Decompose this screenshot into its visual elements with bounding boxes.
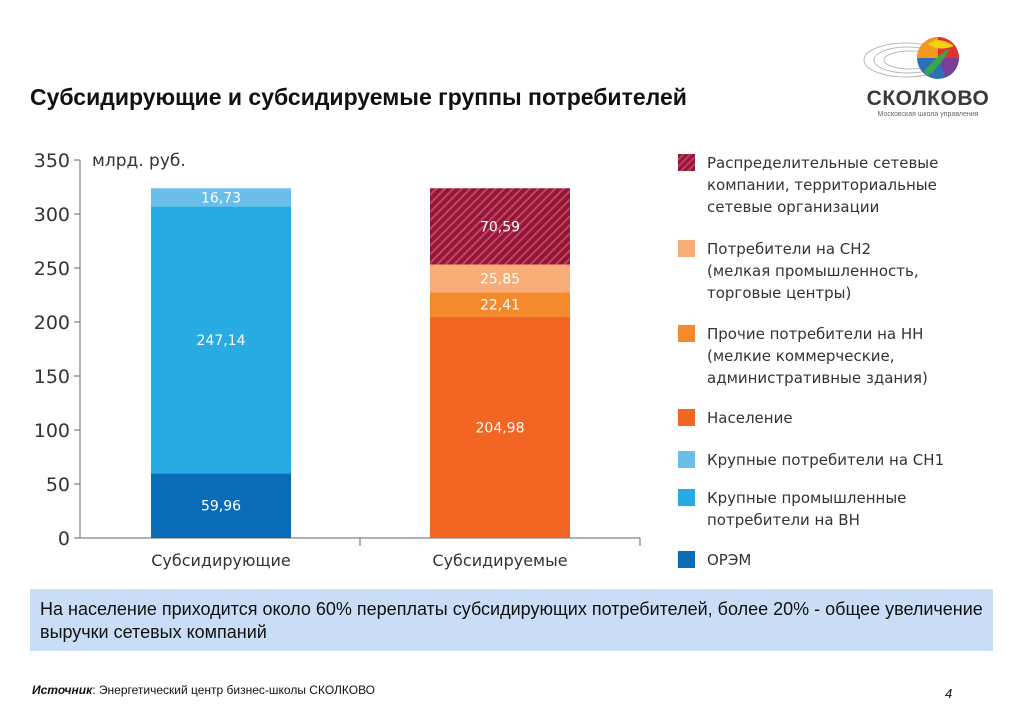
- stacked-bar-chart: 0 50 100 150 200 250 300 350 млрд. руб. 59,96 247,…: [34, 150, 641, 570]
- legend-item-other_nn: Прочие потребители на НН (мелкие коммерч…: [678, 323, 928, 389]
- legend-label: Крупные потребители на СН1: [707, 451, 945, 469]
- legend-label: Распределительные сетевые компании, терр…: [707, 154, 939, 216]
- legend-item-orem: ОРЭМ: [678, 549, 751, 571]
- legend-swatch: [678, 325, 695, 342]
- legend-swatch: [678, 451, 695, 468]
- skolkovo-logo: СКОЛКОВО Московская школа управления: [858, 34, 998, 124]
- legend-label: ОРЭМ: [707, 551, 752, 569]
- legend-item-sn2: Потребители на СН2 (мелкая промышленност…: [678, 238, 919, 304]
- y-tick-label: 250: [34, 258, 70, 280]
- legend-label: Население: [707, 409, 793, 427]
- legend-item-large_sn1: Крупные потребители на СН1: [678, 449, 944, 471]
- legend-label: Прочие потребители на НН (мелкие коммерч…: [707, 325, 928, 387]
- legend-item-population: Население: [678, 407, 793, 429]
- bar-segment-grid_companies: [430, 188, 570, 265]
- source-line: Источник: Энергетический центр бизнес-шк…: [32, 683, 375, 697]
- y-tick-label: 350: [34, 150, 70, 172]
- legend-swatch: [678, 154, 695, 171]
- y-tick-label: 100: [34, 420, 70, 442]
- data-label-other_nn: 22,41: [480, 298, 520, 314]
- y-tick-label: 150: [34, 366, 70, 388]
- y-tick-label: 0: [58, 528, 70, 550]
- source-label: Источник: [32, 683, 93, 697]
- bar-segment-orem: [151, 473, 291, 538]
- bar-segment-large_vn: [151, 206, 291, 474]
- legend-item-large_vn: Крупные промышленные потребители на ВН: [678, 487, 906, 531]
- slide-title: Субсидирующие и субсидируемые группы пот…: [30, 84, 687, 110]
- data-label-population: 204,98: [476, 420, 525, 436]
- globe-logo-icon: [863, 37, 959, 79]
- x-category-label: Субсидируемые: [432, 551, 567, 570]
- y-tick-label: 200: [34, 312, 70, 334]
- legend-label: Крупные промышленные потребители на ВН: [707, 489, 907, 529]
- data-label-grid_companies: 70,59: [480, 219, 520, 235]
- y-tick-label: 300: [34, 204, 70, 226]
- page-number: 4: [945, 686, 953, 701]
- bar-segment-large_sn1: [151, 188, 291, 207]
- bar-segment-population: [430, 316, 570, 538]
- logo-tagline: Московская школа управления: [877, 111, 979, 118]
- data-label-large_sn1: 16,73: [201, 190, 241, 206]
- data-label-sn2: 25,85: [480, 271, 520, 287]
- conclusion-note: На население приходится около 60% перепл…: [30, 589, 993, 651]
- legend-label: Потребители на СН2 (мелкая промышленност…: [707, 240, 919, 302]
- legend-swatch: [678, 240, 695, 257]
- bar-segment-other_nn: [430, 292, 570, 317]
- y-tick-label: 50: [46, 474, 70, 496]
- legend-swatch: [678, 409, 695, 426]
- bar-segment-sn2: [430, 264, 570, 293]
- legend-swatch: [678, 551, 695, 568]
- logo-wordmark: СКОЛКОВО: [866, 87, 990, 110]
- data-label-orem: 59,96: [201, 499, 241, 515]
- legend-swatch: [678, 489, 695, 506]
- source-text: : Энергетический центр бизнес-школы СКОЛ…: [92, 683, 376, 697]
- y-unit-label: млрд. руб.: [92, 151, 186, 171]
- x-category-label: Субсидирующие: [151, 551, 291, 570]
- legend-item-grid_companies: Распределительные сетевые компании, терр…: [678, 152, 938, 218]
- data-label-large_vn: 247,14: [197, 333, 246, 349]
